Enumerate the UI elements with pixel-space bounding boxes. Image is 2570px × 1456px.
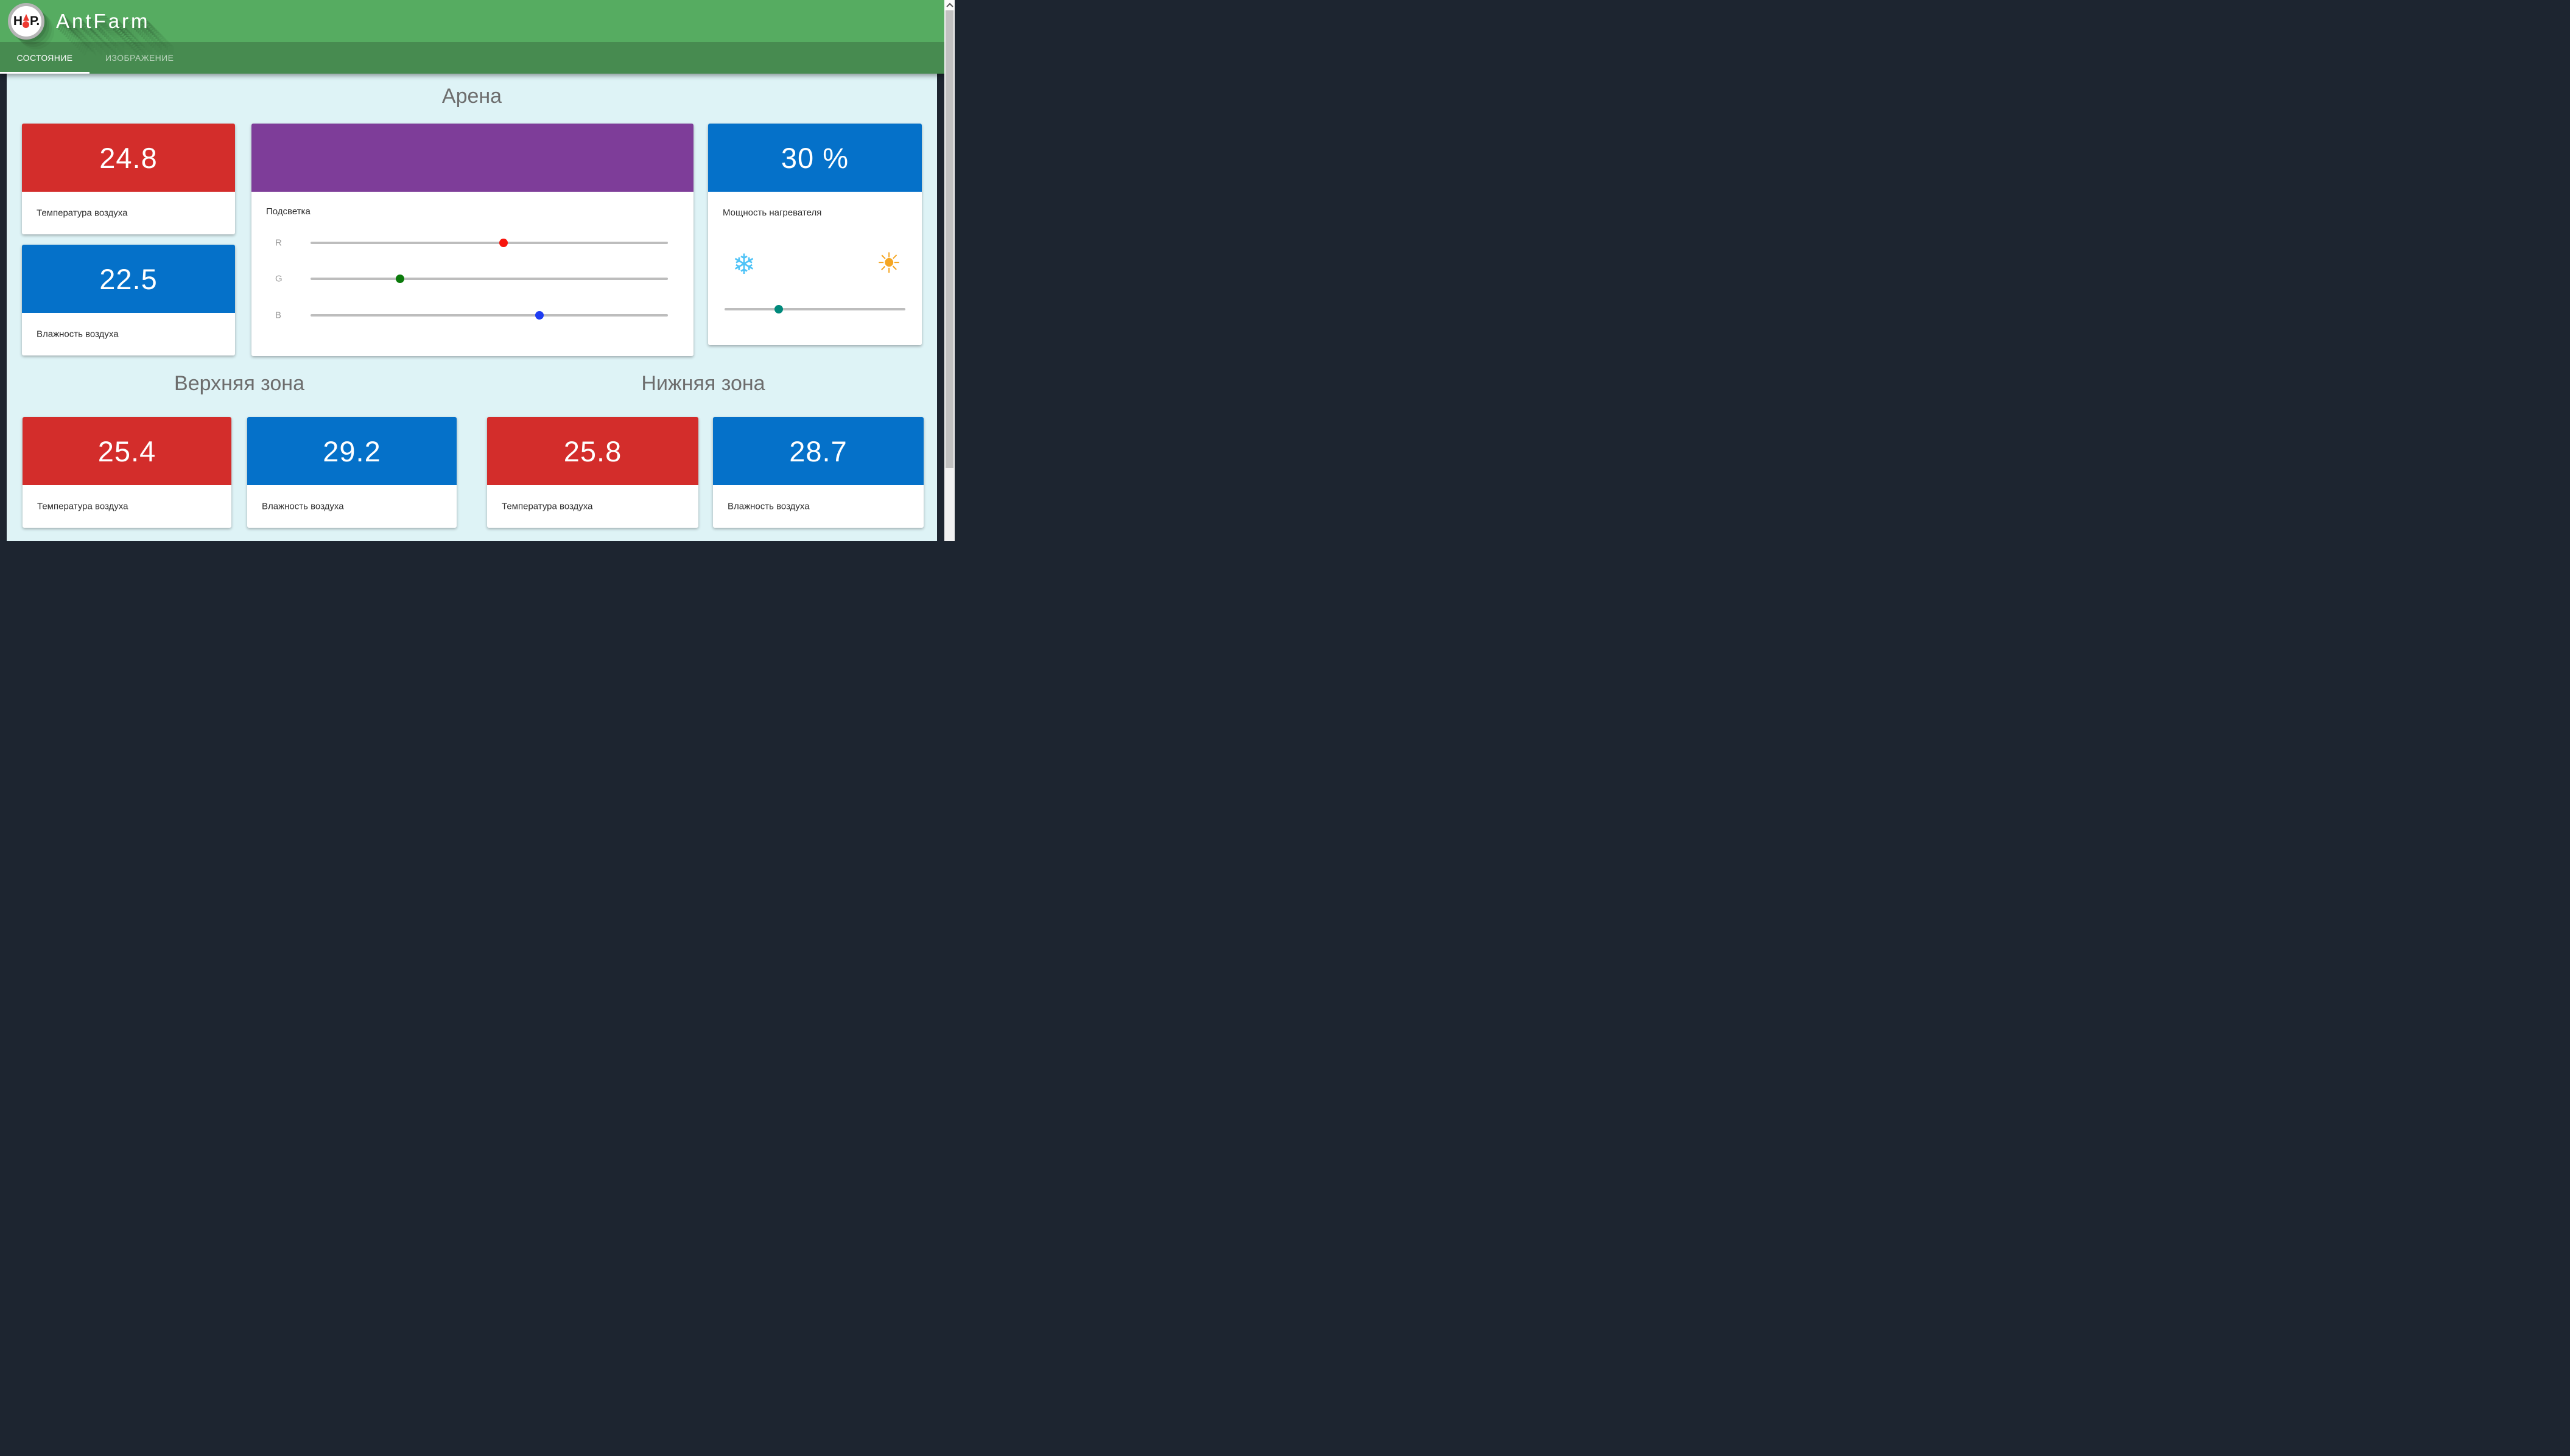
lower-zone-humidity-value: 28.7 — [789, 435, 848, 467]
lower-zone-humidity-body: Влажность воздуха — [713, 485, 924, 528]
logo-text-right: P. — [30, 13, 40, 28]
heater-header: 30 % — [708, 124, 922, 192]
app-header: H P. AntFarm — [0, 0, 944, 42]
tab-image[interactable]: ИЗОБРАЖЕНИЕ — [105, 53, 174, 63]
green-slider-row: G — [251, 273, 693, 285]
green-channel-label: G — [275, 273, 283, 284]
blue-slider-row: B — [251, 309, 693, 321]
arena-air-humidity-header: 22.5 — [22, 245, 235, 313]
backlight-card: Подсветка R G B — [251, 124, 693, 356]
red-slider-row: R — [251, 237, 693, 249]
lower-zone-temperature-body: Температура воздуха — [487, 485, 698, 528]
red-slider-track[interactable] — [311, 239, 668, 247]
lower-zone-humidity-label: Влажность воздуха — [728, 501, 810, 512]
arena-air-temperature-card: 24.8 Температура воздуха — [22, 124, 235, 234]
upper-zone-humidity-card: 29.2 Влажность воздуха — [247, 417, 457, 528]
arena-air-temperature-body: Температура воздуха — [22, 192, 235, 234]
snowflake-icon: ❄ — [732, 248, 756, 281]
upper-zone-humidity-header: 29.2 — [247, 417, 457, 485]
main-content: Арена 24.8 Температура воздуха 22.5 Влаж… — [7, 74, 937, 541]
blue-slider-thumb[interactable] — [535, 311, 544, 320]
arena-air-humidity-body: Влажность воздуха — [22, 313, 235, 355]
arena-air-temperature-value: 24.8 — [99, 141, 158, 174]
arena-air-humidity-card: 22.5 Влажность воздуха — [22, 245, 235, 355]
red-channel-label: R — [275, 237, 282, 248]
tab-bar: СОСТОЯНИЕ ИЗОБРАЖЕНИЕ — [0, 42, 944, 74]
upper-zone-temperature-card: 25.4 Температура воздуха — [23, 417, 231, 528]
antfarm-dashboard: { "header": { "logo": { "left": "H", "ri… — [0, 0, 955, 541]
lower-zone-temperature-card: 25.8 Температура воздуха — [487, 417, 698, 528]
sun-icon: ☀ — [876, 247, 902, 279]
lower-zone-title: Нижняя зона — [641, 372, 765, 395]
upper-zone-humidity-body: Влажность воздуха — [247, 485, 457, 528]
heater-slider-track[interactable] — [725, 305, 905, 313]
active-tab-indicator — [0, 72, 90, 74]
app-title: AntFarm — [56, 9, 150, 32]
green-slider-thumb[interactable] — [395, 275, 404, 283]
arena-section-title: Арена — [441, 85, 502, 108]
heater-label: Мощность нагревателя — [723, 208, 822, 218]
lower-zone-humidity-card: 28.7 Влажность воздуха — [713, 417, 924, 528]
backlight-label: Подсветка — [266, 206, 311, 217]
lower-zone-temperature-header: 25.8 — [487, 417, 698, 485]
lower-zone-temperature-label: Температура воздуха — [502, 501, 593, 512]
blue-slider-track[interactable] — [311, 311, 668, 320]
vertical-scrollbar[interactable] — [944, 0, 955, 541]
heater-card: 30 % Мощность нагревателя ❄ ☀ — [708, 124, 922, 345]
ant-icon — [23, 14, 30, 28]
upper-zone-title: Верхняя зона — [174, 372, 304, 395]
upper-zone-temperature-value: 25.4 — [97, 435, 156, 467]
red-slider-thumb[interactable] — [499, 239, 508, 247]
logo-text-left: H — [13, 13, 23, 28]
scroll-up-button[interactable] — [944, 0, 955, 10]
heater-body: Мощность нагревателя ❄ ☀ — [708, 192, 922, 345]
upper-zone-temperature-header: 25.4 — [23, 417, 231, 485]
heater-slider-row — [708, 303, 922, 315]
heater-power-value: 30 % — [781, 141, 849, 174]
upper-zone-temperature-body: Температура воздуха — [23, 485, 231, 528]
lower-zone-humidity-header: 28.7 — [713, 417, 924, 485]
scrollbar-thumb[interactable] — [946, 10, 953, 468]
upper-zone-temperature-label: Температура воздуха — [37, 501, 128, 512]
arena-air-temperature-header: 24.8 — [22, 124, 235, 192]
tab-state[interactable]: СОСТОЯНИЕ — [16, 53, 73, 63]
arena-air-humidity-label: Влажность воздуха — [37, 329, 119, 340]
blue-channel-label: B — [275, 310, 282, 321]
backlight-body: Подсветка R G B — [251, 192, 693, 356]
arena-air-humidity-value: 22.5 — [99, 262, 158, 295]
backlight-color-preview — [251, 124, 693, 192]
heater-slider-thumb[interactable] — [774, 305, 784, 313]
chevron-up-icon — [946, 2, 953, 10]
arena-air-temperature-label: Температура воздуха — [37, 208, 128, 219]
upper-zone-humidity-value: 29.2 — [323, 435, 381, 467]
upper-zone-humidity-label: Влажность воздуха — [262, 501, 344, 512]
lower-zone-temperature-value: 25.8 — [563, 435, 622, 467]
green-slider-track[interactable] — [311, 275, 668, 283]
app-logo: H P. — [8, 2, 44, 40]
